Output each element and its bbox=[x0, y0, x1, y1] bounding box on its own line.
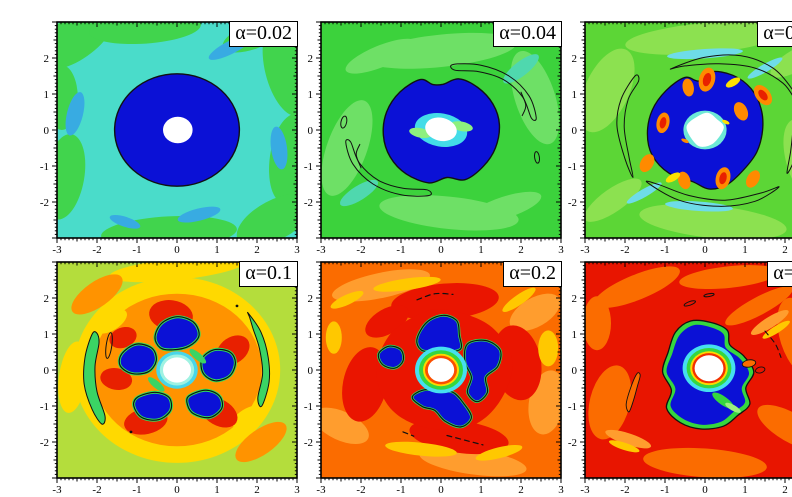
six-panel-heatmap-figure: -3 -2 -1 0 1 2 3 2 1 0 -1 -2 α=0.02 -3 -2 -1 0 1 2 3 2 1 0 -1… bbox=[40, 16, 792, 496]
svg-text:0: 0 bbox=[438, 244, 444, 256]
alpha-value-label: α=0.06 bbox=[757, 21, 792, 47]
svg-text:1: 1 bbox=[478, 484, 484, 496]
svg-text:-3: -3 bbox=[52, 484, 62, 496]
svg-text:-2: -2 bbox=[568, 437, 577, 449]
svg-text:1: 1 bbox=[572, 329, 578, 341]
svg-text:0: 0 bbox=[44, 125, 50, 137]
svg-text:1: 1 bbox=[44, 89, 50, 101]
svg-text:0: 0 bbox=[174, 484, 180, 496]
svg-text:2: 2 bbox=[518, 244, 524, 256]
svg-text:0: 0 bbox=[308, 125, 314, 137]
svg-text:2: 2 bbox=[254, 484, 260, 496]
svg-text:-1: -1 bbox=[304, 161, 313, 173]
svg-text:-3: -3 bbox=[316, 244, 326, 256]
simulation-field-plot: -3 -2 -1 0 1 2 3 2 1 0 -1 -2 bbox=[304, 261, 564, 496]
heatmap-panel-alpha-0.1: -3 -2 -1 0 1 2 3 2 1 0 -1 -2 α=0.1 bbox=[40, 256, 304, 497]
svg-text:2: 2 bbox=[308, 293, 314, 305]
alpha-value-label: α=0.2 bbox=[503, 261, 562, 287]
svg-text:-2: -2 bbox=[620, 244, 629, 256]
svg-text:2: 2 bbox=[44, 53, 50, 65]
svg-text:1: 1 bbox=[742, 484, 748, 496]
svg-text:2: 2 bbox=[782, 244, 788, 256]
svg-text:3: 3 bbox=[558, 244, 564, 256]
svg-text:1: 1 bbox=[478, 244, 484, 256]
svg-text:1: 1 bbox=[214, 244, 220, 256]
svg-text:-1: -1 bbox=[40, 161, 49, 173]
svg-text:0: 0 bbox=[308, 365, 314, 377]
svg-text:-1: -1 bbox=[660, 484, 669, 496]
alpha-value-label: α=0.1 bbox=[239, 261, 298, 287]
svg-text:3: 3 bbox=[294, 244, 300, 256]
svg-text:-1: -1 bbox=[396, 484, 405, 496]
svg-text:2: 2 bbox=[254, 244, 260, 256]
svg-text:-1: -1 bbox=[396, 244, 405, 256]
svg-text:2: 2 bbox=[518, 484, 524, 496]
svg-text:0: 0 bbox=[702, 244, 708, 256]
svg-text:-2: -2 bbox=[356, 244, 365, 256]
svg-text:0: 0 bbox=[572, 365, 578, 377]
svg-text:0: 0 bbox=[572, 125, 578, 137]
svg-text:-1: -1 bbox=[132, 484, 141, 496]
svg-text:-2: -2 bbox=[92, 484, 101, 496]
svg-text:-1: -1 bbox=[568, 161, 577, 173]
svg-text:-2: -2 bbox=[92, 244, 101, 256]
svg-text:2: 2 bbox=[308, 53, 314, 65]
simulation-field-plot: -3 -2 -1 0 1 2 3 2 1 0 -1 -2 bbox=[40, 21, 300, 256]
svg-text:-3: -3 bbox=[580, 484, 590, 496]
alpha-value-label: α=0.02 bbox=[229, 21, 298, 47]
svg-text:0: 0 bbox=[174, 244, 180, 256]
svg-text:1: 1 bbox=[572, 89, 578, 101]
svg-text:-2: -2 bbox=[40, 437, 49, 449]
svg-text:-2: -2 bbox=[304, 197, 313, 209]
svg-text:-2: -2 bbox=[356, 484, 365, 496]
svg-text:0: 0 bbox=[44, 365, 50, 377]
svg-text:-1: -1 bbox=[660, 244, 669, 256]
svg-text:1: 1 bbox=[308, 329, 314, 341]
svg-text:-2: -2 bbox=[304, 437, 313, 449]
svg-text:1: 1 bbox=[214, 484, 220, 496]
simulation-field-plot: -3 -2 -1 0 1 2 3 2 1 0 -1 -2 bbox=[40, 261, 300, 496]
svg-text:2: 2 bbox=[44, 293, 50, 305]
simulation-field-plot: -3 -2 -1 0 1 2 3 2 1 0 -1 -2 bbox=[304, 21, 564, 256]
svg-text:-2: -2 bbox=[620, 484, 629, 496]
svg-text:-1: -1 bbox=[132, 244, 141, 256]
svg-text:-1: -1 bbox=[40, 401, 49, 413]
svg-text:1: 1 bbox=[44, 329, 50, 341]
svg-text:-2: -2 bbox=[40, 197, 49, 209]
svg-text:-3: -3 bbox=[52, 244, 62, 256]
heatmap-panel-alpha-0.04: -3 -2 -1 0 1 2 3 2 1 0 -1 -2 α=0.04 bbox=[304, 16, 568, 256]
svg-text:1: 1 bbox=[742, 244, 748, 256]
svg-text:-3: -3 bbox=[580, 244, 590, 256]
svg-text:3: 3 bbox=[558, 484, 564, 496]
heatmap-panel-alpha-0.02: -3 -2 -1 0 1 2 3 2 1 0 -1 -2 α=0.02 bbox=[40, 16, 304, 256]
svg-text:1: 1 bbox=[308, 89, 314, 101]
svg-text:0: 0 bbox=[702, 484, 708, 496]
svg-text:-1: -1 bbox=[568, 401, 577, 413]
svg-text:3: 3 bbox=[294, 484, 300, 496]
svg-text:-3: -3 bbox=[316, 484, 326, 496]
svg-text:2: 2 bbox=[782, 484, 788, 496]
alpha-value-label: α=0.04 bbox=[493, 21, 562, 47]
alpha-value-label: α=0.3 bbox=[767, 261, 792, 287]
heatmap-panel-alpha-0.2: -3 -2 -1 0 1 2 3 2 1 0 -1 -2 α=0.2 bbox=[304, 256, 568, 497]
svg-text:-1: -1 bbox=[304, 401, 313, 413]
svg-text:2: 2 bbox=[572, 293, 578, 305]
svg-text:2: 2 bbox=[572, 53, 578, 65]
svg-text:0: 0 bbox=[438, 484, 444, 496]
svg-text:-2: -2 bbox=[568, 197, 577, 209]
